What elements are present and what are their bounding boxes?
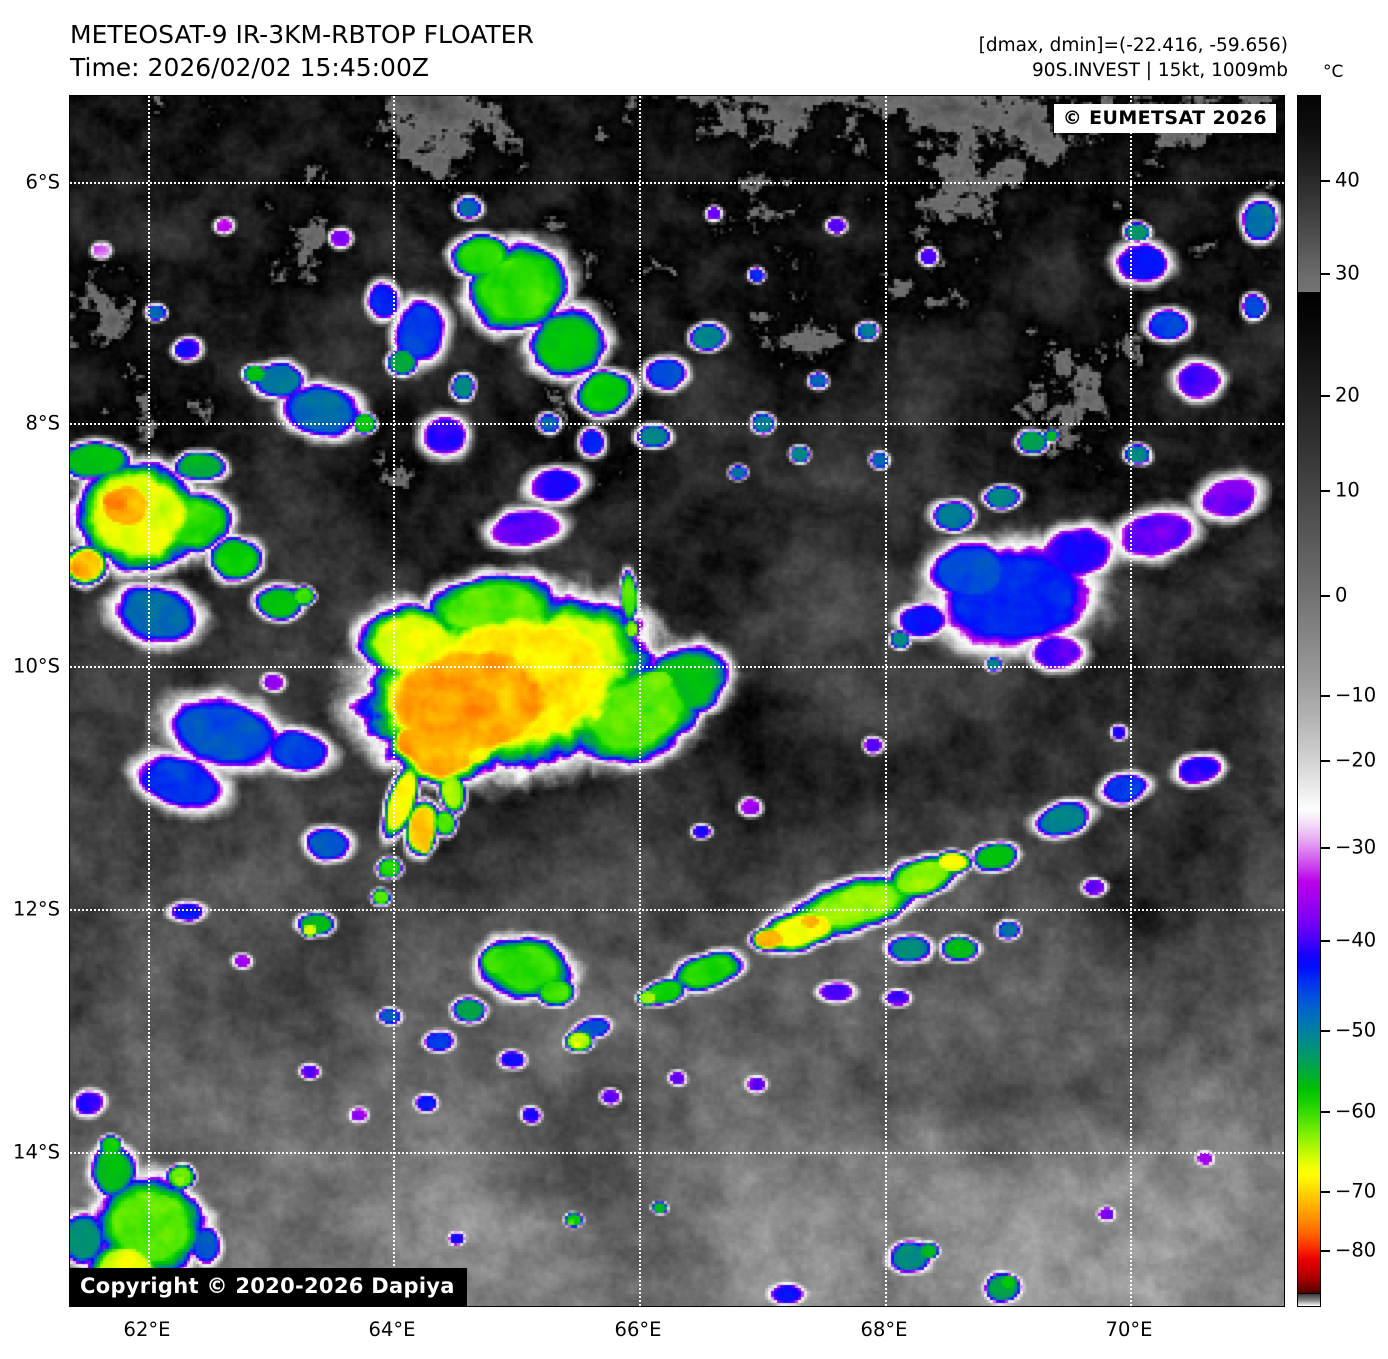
colorbar-tick-11 xyxy=(1321,1191,1330,1193)
colorbar-overlay-segment xyxy=(1297,95,1321,293)
colorbar-main-segment xyxy=(1297,293,1321,1307)
y-tick-label-12s: 12°S xyxy=(13,897,60,921)
colorbar-unit-label: °C xyxy=(1323,62,1344,82)
colorbar-tick-label-9: −50 xyxy=(1335,1018,1377,1042)
colorbar-tick-7 xyxy=(1321,847,1330,849)
colorbar-tick-label-3: 10 xyxy=(1335,478,1360,502)
x-tick-label-64e: 64°E xyxy=(368,1318,416,1341)
storm-info-label: 90S.INVEST | 15kt, 1009mb xyxy=(1032,60,1288,81)
colorbar-tick-label-11: −70 xyxy=(1335,1179,1377,1203)
eumetsat-copyright-stamp: © EUMETSAT 2026 xyxy=(1053,104,1276,133)
colorbar-tick-6 xyxy=(1321,760,1330,762)
colorbar-tick-4 xyxy=(1321,595,1330,597)
timestamp-label: Time: 2026/02/02 15:45:00Z xyxy=(70,53,429,82)
y-tick-label-6s: 6°S xyxy=(25,170,60,194)
colorbar-tick-1 xyxy=(1321,273,1330,275)
x-tick-label-70e: 70°E xyxy=(1105,1318,1153,1341)
x-tick-label-66e: 66°E xyxy=(614,1318,662,1341)
x-tick-label-68e: 68°E xyxy=(860,1318,908,1341)
infrared-satellite-raster xyxy=(70,96,1284,1306)
satellite-image-plot[interactable]: © EUMETSAT 2026 Copyright © 2020-2026 Da… xyxy=(69,95,1285,1307)
colorbar-tick-9 xyxy=(1321,1030,1330,1032)
y-tick-label-14s: 14°S xyxy=(13,1140,60,1164)
colorbar-tick-label-0: 40 xyxy=(1335,168,1360,192)
x-tick-label-62e: 62°E xyxy=(123,1318,171,1341)
colorbar-tick-label-12: −80 xyxy=(1335,1238,1377,1262)
colorbar-tick-10 xyxy=(1321,1111,1330,1113)
temperature-colorbar[interactable]: 40 30 20 10 0 −10 −20 −30 −40 −50 −60 −70 −80 xyxy=(1297,95,1376,1307)
colorbar-tick-0 xyxy=(1321,180,1330,182)
dmax-dmin-label: [dmax, dmin]=(-22.416, -59.656) xyxy=(978,35,1288,56)
colorbar-tick-label-8: −40 xyxy=(1335,928,1377,952)
header-title-block: METEOSAT-9 IR-3KM-RBTOP FLOATER Time: 20… xyxy=(70,18,534,84)
colorbar-tick-label-5: −10 xyxy=(1335,683,1377,707)
page-title: METEOSAT-9 IR-3KM-RBTOP FLOATER xyxy=(70,20,534,49)
colorbar-tick-label-2: 20 xyxy=(1335,383,1360,407)
colorbar-tick-5 xyxy=(1321,695,1330,697)
colorbar-tick-label-4: 0 xyxy=(1335,583,1348,607)
colorbar-tick-label-10: −60 xyxy=(1335,1099,1377,1123)
colorbar-tick-3 xyxy=(1321,490,1330,492)
colorbar-tick-label-1: 30 xyxy=(1335,261,1360,285)
colorbar-tick-2 xyxy=(1321,395,1330,397)
colorbar-tick-8 xyxy=(1321,940,1330,942)
colorbar-tick-12 xyxy=(1321,1250,1330,1252)
header-info-block: [dmax, dmin]=(-22.416, -59.656) 90S.INVE… xyxy=(979,33,1288,83)
colorbar-coldtail-segment xyxy=(1297,1293,1321,1307)
colorbar-tick-label-6: −20 xyxy=(1335,748,1377,772)
dapiya-copyright-stamp: Copyright © 2020-2026 Dapiya xyxy=(70,1268,467,1306)
y-tick-label-8s: 8°S xyxy=(25,411,60,435)
y-tick-label-10s: 10°S xyxy=(13,654,60,678)
colorbar-tick-label-7: −30 xyxy=(1335,835,1377,859)
